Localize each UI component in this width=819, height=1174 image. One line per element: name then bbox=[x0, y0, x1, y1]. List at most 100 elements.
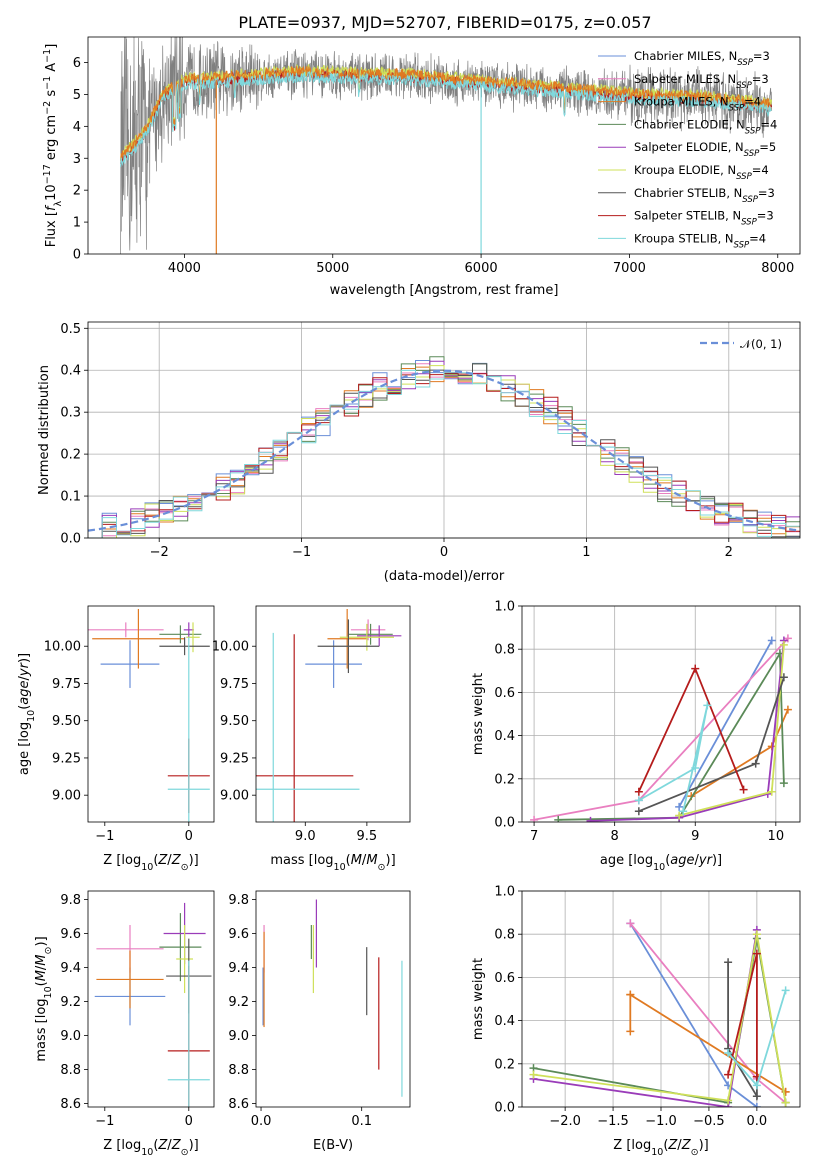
y-tick-label: 5 bbox=[73, 88, 81, 103]
plot-area bbox=[529, 919, 790, 1107]
x-tick-label: 2 bbox=[725, 545, 733, 560]
label-part: yr bbox=[17, 661, 32, 677]
y-tick-label: 8.6 bbox=[228, 1097, 249, 1112]
figure-title: PLATE=0937, MJD=52707, FIBERID=0175, z=0… bbox=[238, 13, 651, 32]
marker-plus bbox=[626, 1027, 635, 1036]
label-part: / bbox=[167, 853, 172, 868]
legend-label: Chabrier STELIB, NSSP=3 bbox=[634, 186, 775, 205]
y-tick-label: 0.2 bbox=[60, 448, 81, 463]
legend-suffix: =4 bbox=[749, 231, 766, 245]
label-part: age [log bbox=[600, 853, 653, 868]
y-tick-label: 10.00 bbox=[212, 640, 249, 655]
x-tick-label: 10 bbox=[768, 829, 785, 844]
label-part: 10 bbox=[44, 184, 59, 201]
plot-area bbox=[256, 608, 402, 822]
plot-frame bbox=[87, 890, 215, 1108]
marker-plus bbox=[767, 636, 776, 645]
x-tick-label: −1 bbox=[292, 545, 311, 560]
y-tick-label: 0.0 bbox=[494, 816, 515, 831]
legend-subscript: SSP bbox=[741, 218, 757, 228]
legend-text: Salpeter STELIB, N bbox=[634, 209, 741, 223]
label-part: age bbox=[17, 680, 32, 704]
legend-suffix: =3 bbox=[752, 72, 769, 86]
marker-plus bbox=[779, 779, 788, 788]
y-tick-label: 9.2 bbox=[60, 995, 81, 1010]
marker-plus bbox=[779, 640, 788, 649]
y-tick-label: 2 bbox=[73, 184, 81, 199]
x-tick-label: −0.5 bbox=[693, 1114, 725, 1129]
x-tick-label: −1.0 bbox=[645, 1114, 677, 1129]
marker-plus bbox=[529, 1070, 538, 1079]
x-axis-label: wavelength [Angstrom, rest frame] bbox=[330, 283, 559, 298]
y-tick-label: 1 bbox=[73, 216, 81, 231]
marker-plus bbox=[739, 785, 748, 794]
legend-text: Chabrier ELODIE, N bbox=[634, 117, 745, 131]
y-tick-label: 6 bbox=[73, 56, 81, 71]
label-part: )] bbox=[386, 853, 396, 868]
label-part: ( bbox=[153, 1138, 158, 1153]
marker-plus bbox=[679, 807, 688, 816]
label-part: ( bbox=[34, 981, 49, 986]
label-part: mass [log bbox=[34, 998, 49, 1061]
label-part: ⊙ bbox=[181, 862, 189, 873]
plot-area bbox=[88, 356, 800, 538]
legend-text: Chabrier MILES, N bbox=[634, 49, 737, 63]
marker-plus bbox=[781, 986, 790, 995]
label-part: / bbox=[167, 1138, 172, 1153]
label-part: / bbox=[362, 853, 367, 868]
y-tick-label: 8.6 bbox=[60, 1097, 81, 1112]
y-tick-label: 9.6 bbox=[60, 927, 81, 942]
plot-area bbox=[120, 37, 773, 254]
legend-label: Salpeter STELIB, NSSP=3 bbox=[634, 209, 774, 228]
marker-plus bbox=[626, 990, 635, 999]
label-part: −1 bbox=[42, 76, 53, 90]
label-part: wavelength [Angstrom, rest frame] bbox=[330, 283, 559, 298]
label-part: ( bbox=[346, 853, 351, 868]
y-tick-label: 3 bbox=[73, 152, 81, 167]
legend-text: Chabrier STELIB, N bbox=[634, 186, 742, 200]
label-part: ] bbox=[44, 44, 59, 49]
y-tick-label: 0.2 bbox=[494, 772, 515, 787]
label-part: / bbox=[17, 675, 32, 680]
label-part: )] bbox=[699, 1138, 709, 1153]
y-tick-label: 0.2 bbox=[494, 1057, 515, 1072]
legend-label: Chabrier ELODIE, NSSP=4 bbox=[634, 117, 777, 136]
label-part: ⊙ bbox=[378, 862, 386, 873]
mass-weight-line bbox=[638, 705, 709, 812]
marker-plus bbox=[634, 796, 643, 805]
x-tick-label: 5000 bbox=[316, 261, 349, 276]
label-part: M bbox=[34, 970, 49, 981]
marker-plus bbox=[752, 949, 761, 958]
x-tick-label: 0 bbox=[185, 829, 193, 844]
label-part: ( bbox=[153, 853, 158, 868]
marker-plus bbox=[752, 930, 761, 939]
marker-plus bbox=[752, 1103, 761, 1107]
label-part: M bbox=[351, 853, 362, 868]
marker-plus bbox=[751, 759, 760, 768]
label-part: / bbox=[34, 965, 49, 970]
x-tick-label: 0 bbox=[185, 1114, 193, 1129]
x-tick-label: 6000 bbox=[465, 261, 498, 276]
marker-plus bbox=[634, 787, 643, 796]
y-axis-label: Normed distribution bbox=[37, 365, 52, 495]
mass-weight-line bbox=[533, 637, 789, 821]
label-part: Z [log bbox=[103, 1138, 141, 1153]
plot-frame bbox=[521, 605, 801, 823]
legend-text: Kroupa MILES, N bbox=[634, 95, 729, 109]
label-part: Z bbox=[157, 1138, 168, 1153]
mass-weight-line bbox=[558, 650, 785, 821]
label-part: )] bbox=[34, 936, 49, 946]
label-part: Flux [ bbox=[44, 211, 59, 247]
legend-subscript: SSP bbox=[737, 58, 753, 68]
y-tick-label: 9.4 bbox=[228, 961, 249, 976]
legend-subscript: SSP bbox=[744, 149, 760, 159]
y-axis-label: mass weight bbox=[471, 958, 486, 1040]
marker-plus bbox=[703, 701, 712, 710]
label-part: Z bbox=[171, 853, 182, 868]
legend-label: Kroupa MILES, NSSP=4 bbox=[634, 95, 761, 114]
legend-suffix: =3 bbox=[757, 209, 774, 223]
y-tick-label: 9.75 bbox=[52, 677, 81, 692]
x-tick-label: 8000 bbox=[761, 261, 794, 276]
